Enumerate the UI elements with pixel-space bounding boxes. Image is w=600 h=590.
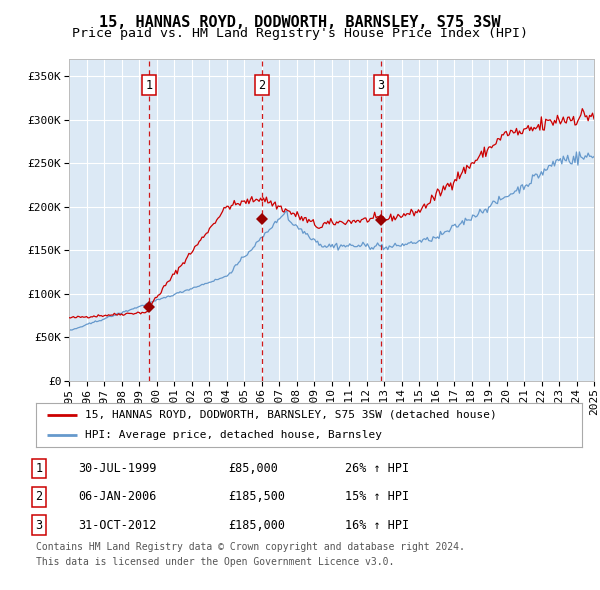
Text: 30-JUL-1999: 30-JUL-1999 (78, 462, 157, 475)
Text: £185,000: £185,000 (228, 519, 285, 532)
Text: 26% ↑ HPI: 26% ↑ HPI (345, 462, 409, 475)
Text: 2: 2 (258, 78, 265, 91)
Text: 2: 2 (35, 490, 43, 503)
Text: 15, HANNAS ROYD, DODWORTH, BARNSLEY, S75 3SW (detached house): 15, HANNAS ROYD, DODWORTH, BARNSLEY, S75… (85, 410, 497, 420)
Text: £85,000: £85,000 (228, 462, 278, 475)
Text: 31-OCT-2012: 31-OCT-2012 (78, 519, 157, 532)
Text: 1: 1 (146, 78, 153, 91)
Text: 06-JAN-2006: 06-JAN-2006 (78, 490, 157, 503)
Text: 3: 3 (35, 519, 43, 532)
Text: 15% ↑ HPI: 15% ↑ HPI (345, 490, 409, 503)
Text: Contains HM Land Registry data © Crown copyright and database right 2024.: Contains HM Land Registry data © Crown c… (36, 542, 465, 552)
Text: HPI: Average price, detached house, Barnsley: HPI: Average price, detached house, Barn… (85, 430, 382, 440)
Text: This data is licensed under the Open Government Licence v3.0.: This data is licensed under the Open Gov… (36, 557, 394, 567)
Text: Price paid vs. HM Land Registry's House Price Index (HPI): Price paid vs. HM Land Registry's House … (72, 27, 528, 40)
Text: £185,500: £185,500 (228, 490, 285, 503)
Text: 3: 3 (377, 78, 385, 91)
Text: 1: 1 (35, 462, 43, 475)
Text: 16% ↑ HPI: 16% ↑ HPI (345, 519, 409, 532)
Text: 15, HANNAS ROYD, DODWORTH, BARNSLEY, S75 3SW: 15, HANNAS ROYD, DODWORTH, BARNSLEY, S75… (99, 15, 501, 30)
